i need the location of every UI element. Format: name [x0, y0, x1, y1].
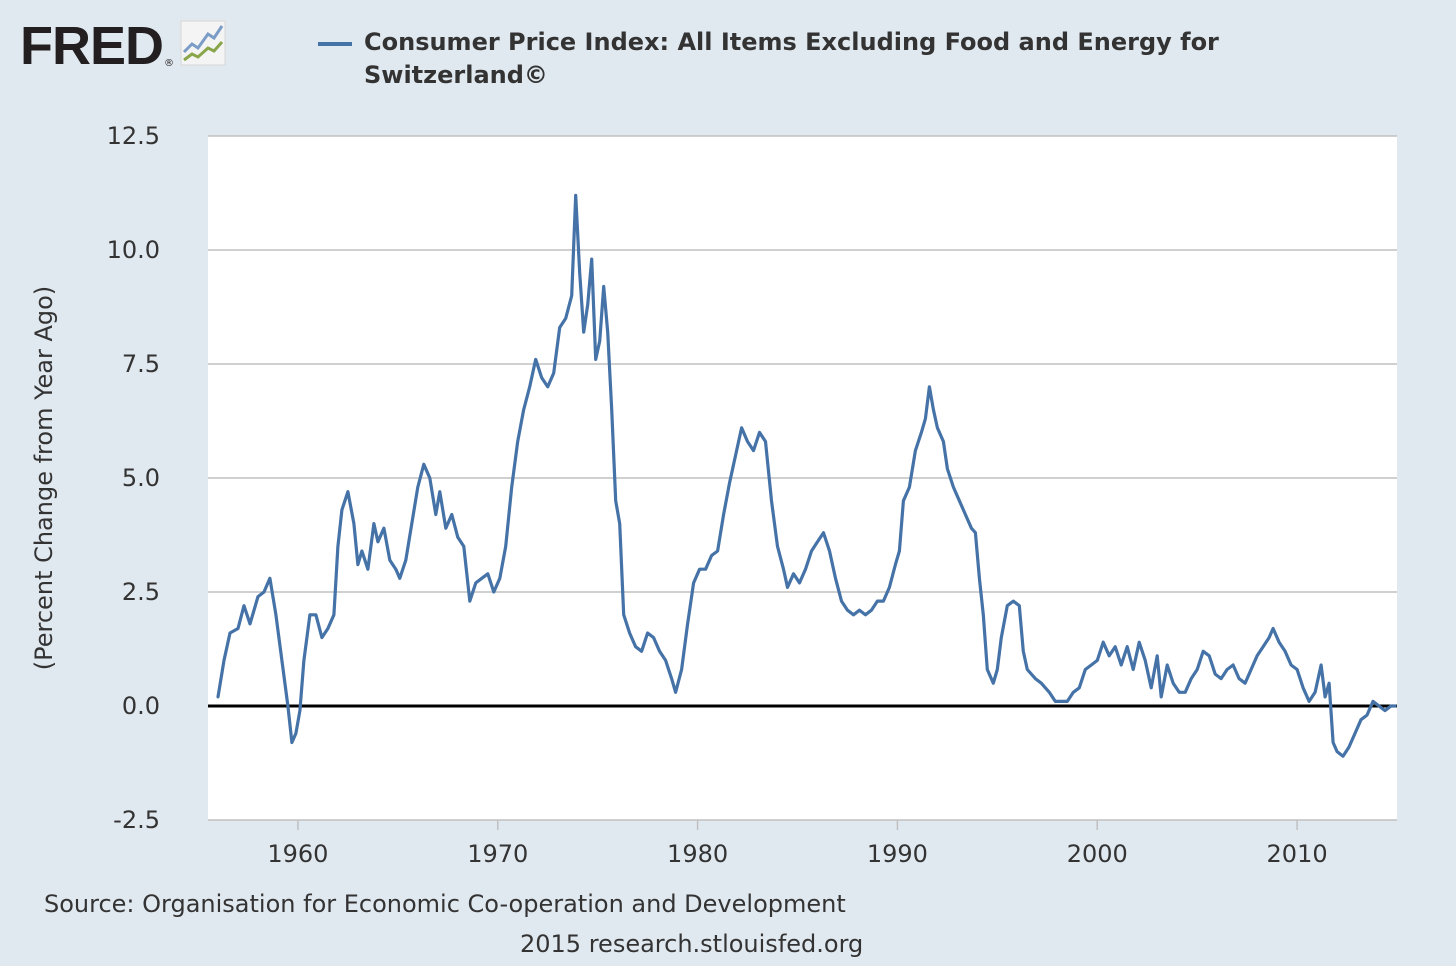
- fred-logo[interactable]: FRED ®: [20, 18, 226, 74]
- y-tick-label: 7.5: [122, 350, 160, 378]
- x-tick-label: 1960: [267, 840, 328, 868]
- x-tick-label: 1990: [867, 840, 928, 868]
- series-line: [216, 193, 1397, 758]
- y-tick-label: -2.5: [113, 806, 160, 834]
- x-axis-ticks: 1960 1970 1980 1990 2000 2010: [267, 820, 1328, 868]
- registered-mark: ®: [164, 58, 174, 69]
- fred-logo-text: FRED: [20, 16, 164, 76]
- x-tick-label: 2010: [1267, 840, 1328, 868]
- y-tick-label: 5.0: [122, 464, 160, 492]
- y-tick-label: 0.0: [122, 692, 160, 720]
- y-axis-ticks: -2.5 0.0 2.5 5.0 7.5 10.0 12.5: [107, 122, 160, 834]
- y-tick-label: 2.5: [122, 578, 160, 606]
- y-tick-label: 10.0: [107, 236, 160, 264]
- source-note: Source: Organisation for Economic Co-ope…: [44, 890, 846, 918]
- legend-swatch: [318, 42, 352, 46]
- credit-note: 2015 research.stlouisfed.org: [520, 930, 864, 958]
- x-tick-label: 2000: [1067, 840, 1128, 868]
- gridlines: [208, 135, 1397, 821]
- y-axis-label: (Percent Change from Year Ago): [30, 286, 58, 670]
- y-tick-label: 12.5: [107, 122, 160, 150]
- x-tick-label: 1970: [467, 840, 528, 868]
- x-tick-label: 1980: [667, 840, 728, 868]
- chart-legend: Consumer Price Index: All Items Excludin…: [318, 26, 1318, 92]
- series-title: Consumer Price Index: All Items Excludin…: [364, 28, 1219, 89]
- line-chart-icon: [180, 20, 226, 66]
